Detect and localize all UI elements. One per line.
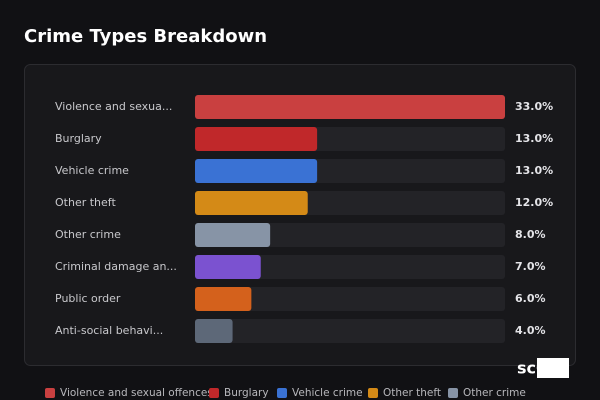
bar-track	[195, 319, 505, 343]
value-label: 13.0%	[515, 132, 553, 145]
legend-label: Violence and sexual offences	[60, 387, 213, 399]
chart-title: Crime Types Breakdown	[24, 26, 267, 47]
legend-label: Vehicle crime	[292, 387, 363, 399]
value-label: 8.0%	[515, 228, 546, 241]
bar	[195, 127, 318, 151]
value-label: 4.0%	[515, 324, 546, 337]
bar-track	[195, 255, 505, 279]
category-label: Vehicle crime	[55, 164, 129, 177]
legend-swatch	[368, 388, 378, 398]
bar	[195, 223, 271, 247]
legend-label: Other crime	[463, 387, 526, 399]
category-label: Anti-social behavi...	[55, 324, 163, 337]
bar-track	[195, 287, 505, 311]
value-label: 33.0%	[515, 100, 553, 113]
legend-swatch	[209, 388, 219, 398]
category-label: Other crime	[55, 228, 121, 241]
category-label: Violence and sexua...	[55, 100, 172, 113]
bar	[195, 95, 505, 119]
category-label: Burglary	[55, 132, 102, 145]
value-label: 12.0%	[515, 196, 553, 209]
bar	[195, 255, 261, 279]
value-label: 7.0%	[515, 260, 546, 273]
bar	[195, 287, 252, 311]
value-label: 13.0%	[515, 164, 553, 177]
legend-label: Other theft	[383, 387, 441, 399]
legend-swatch	[277, 388, 287, 398]
legend-label: Burglary	[224, 387, 269, 399]
bar	[195, 191, 308, 215]
bar	[195, 159, 318, 183]
category-label: Public order	[55, 292, 121, 305]
bar	[195, 319, 233, 343]
logo-box	[537, 358, 569, 378]
watermark: scOS	[517, 359, 561, 378]
legend-swatch	[448, 388, 458, 398]
value-label: 6.0%	[515, 292, 546, 305]
category-label: Other theft	[55, 196, 116, 209]
bar-track	[195, 223, 505, 247]
category-label: Criminal damage an...	[55, 260, 177, 273]
legend-swatch	[45, 388, 55, 398]
